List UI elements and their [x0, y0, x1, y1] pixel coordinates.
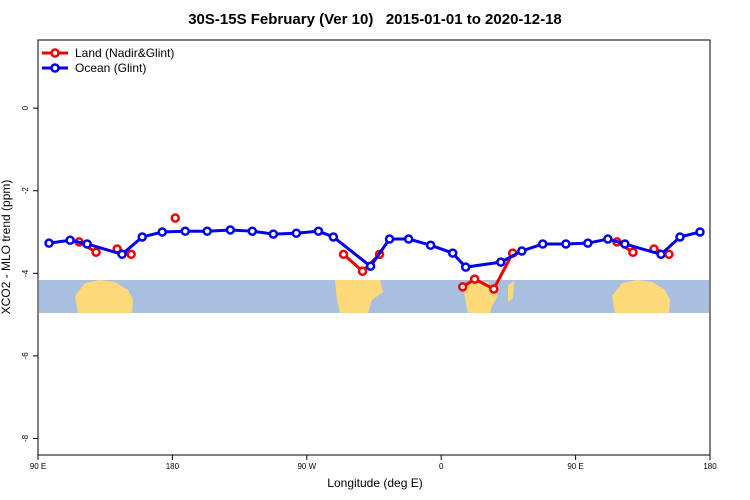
x-axis-label: Longitude (deg E) [327, 476, 422, 490]
y-tick-label: -8 [21, 434, 30, 442]
data-point [202, 226, 212, 236]
legend-label: Ocean (Glint) [75, 61, 146, 75]
data-point [695, 227, 705, 237]
map-band [39, 280, 709, 313]
data-point [460, 262, 471, 272]
data-point [603, 234, 613, 244]
data-point [425, 240, 436, 250]
data-point [457, 282, 468, 292]
data-point [628, 247, 638, 257]
x-tick-label: 90 E [567, 462, 583, 471]
data-point [180, 226, 190, 236]
x-tick-label: 180 [166, 462, 180, 471]
data-point [44, 238, 54, 248]
data-point [247, 226, 258, 236]
data-point [403, 234, 414, 244]
y-tick-label: -2 [21, 187, 30, 195]
data-point [620, 239, 630, 249]
y-tick-label: -4 [21, 269, 30, 277]
x-tick-label: 90 E [30, 462, 46, 471]
data-point [126, 249, 136, 260]
y-tick-label: -6 [21, 352, 30, 360]
series-line [461, 252, 515, 292]
data-point [91, 247, 101, 257]
plot-frame [37, 39, 711, 456]
chart-title: 30S-15S February (Ver 10) 2015-01-01 to … [188, 11, 562, 28]
data-point [675, 232, 685, 242]
y-tick-label: 0 [21, 105, 30, 110]
legend-label: Land (Nadir&Glint) [75, 46, 174, 60]
legend-marker [50, 63, 60, 73]
legend: Land (Nadir&Glint)Ocean (Glint) [42, 46, 174, 75]
data-point [170, 213, 180, 223]
data-point [313, 226, 324, 236]
data-point [384, 234, 395, 244]
data-point [328, 232, 339, 242]
data-point [338, 249, 349, 260]
data-point [291, 228, 302, 239]
data-point [65, 235, 75, 246]
data-point [82, 239, 92, 249]
data-point [157, 227, 167, 237]
x-tick-label: 90 W [297, 462, 316, 471]
data-point [561, 239, 571, 249]
data-point [365, 261, 376, 272]
data-point [117, 249, 127, 260]
x-tick-label: 180 [703, 462, 717, 471]
data-point [583, 238, 593, 248]
data-point [137, 232, 147, 242]
data-point [537, 239, 548, 249]
data-point [664, 249, 674, 260]
y-axis-label: XCO2 - MLO trend (ppm) [0, 180, 13, 315]
data-point [489, 284, 499, 294]
data-point [225, 225, 236, 235]
data-point [357, 266, 368, 276]
data-point [656, 249, 666, 260]
data-point [496, 257, 506, 267]
data-point [517, 246, 527, 256]
data-point [447, 248, 458, 258]
x-tick-label: 0 [439, 462, 444, 471]
data-point [268, 229, 279, 239]
legend-marker [50, 48, 60, 58]
data-point [469, 274, 480, 284]
